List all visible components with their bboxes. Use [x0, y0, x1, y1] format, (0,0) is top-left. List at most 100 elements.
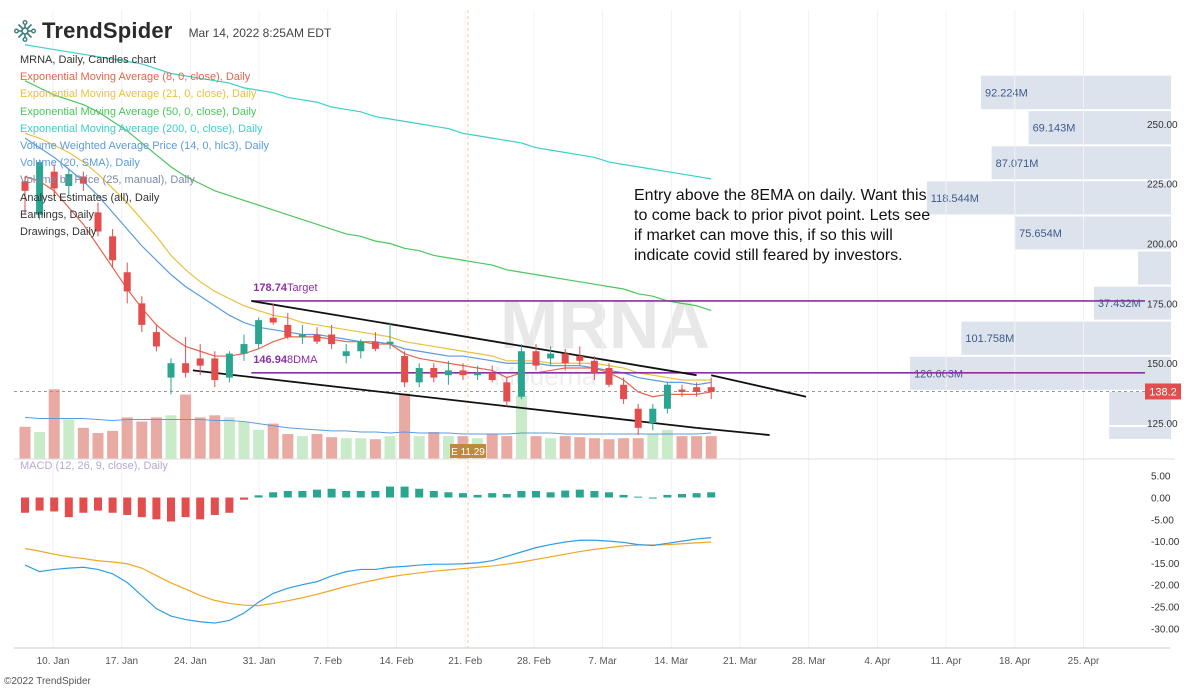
macd-histogram-bar [517, 490, 526, 498]
legend-item[interactable]: Volume (20, SMA), Daily [20, 157, 140, 170]
legend-item[interactable]: Exponential Moving Average (50, 0, close… [20, 105, 257, 118]
volume-bars [19, 389, 717, 459]
candle-body [459, 370, 467, 376]
candle-body [240, 344, 248, 354]
date-tick-label: 14. Feb [380, 656, 414, 667]
macd-histogram-bar [50, 497, 59, 512]
ema-200-line [24, 44, 712, 180]
macd-histogram-bar [283, 490, 292, 498]
price-tick-label: 175.00 [1147, 299, 1178, 310]
volume-bar [92, 433, 104, 459]
volume-bar [121, 417, 133, 459]
date-tick-label: 21. Mar [723, 656, 758, 667]
volume-by-price-label: 118.544M [931, 193, 979, 205]
volume-bar [618, 438, 630, 459]
volume-bar [413, 436, 425, 459]
volume-bar [150, 417, 162, 459]
candle-body [576, 356, 584, 361]
candle-body [284, 324, 292, 337]
candle-body [357, 341, 365, 352]
volume-by-price-label: 37.432M [1098, 298, 1141, 310]
volume-bar [486, 434, 498, 459]
date-tick-label: 4. Apr [864, 656, 891, 667]
candle-body [225, 353, 233, 378]
macd-histogram-bar [473, 494, 482, 498]
legend-item[interactable]: MRNA, Daily, Candles chart [20, 54, 157, 66]
legend-item[interactable]: Volume by Price (25, manual), Daily [20, 174, 195, 187]
grid-lines [52, 10, 1084, 648]
macd-histogram-bar [590, 490, 599, 498]
candle-body [707, 387, 715, 392]
candle-body [182, 363, 190, 373]
macd-histogram-bar [21, 497, 29, 513]
legend-item[interactable]: Exponential Moving Average (21, 0, close… [20, 88, 257, 101]
legend-item[interactable]: Analyst Estimates (all), Daily [20, 191, 160, 204]
last-price-tag [1145, 383, 1181, 400]
volume-bar [340, 438, 352, 459]
macd-histogram-bar [546, 492, 555, 498]
price-tick-label: 150.00 [1147, 359, 1178, 370]
volume-bar [355, 438, 367, 459]
volume-bar [107, 430, 119, 459]
candle-body [678, 389, 686, 392]
date-tick-label: 25. Apr [1068, 656, 1100, 667]
volume-bar [223, 417, 235, 459]
macd-histogram-bar [356, 490, 365, 498]
volume-by-price-bar [1109, 426, 1171, 439]
date-tick-label: 18. Apr [999, 656, 1031, 667]
candle-body [123, 272, 131, 292]
date-tick-label: 31. Jan [243, 656, 276, 667]
volume-bar [545, 438, 557, 459]
candle-body [21, 181, 29, 191]
candle-body [503, 382, 511, 402]
trendline-drawings[interactable]: 178.74Target 146.948DMA E 11.29 [14, 10, 1145, 648]
indicator-legend: MRNA, Daily, Candles chart Exponential Mo… [20, 52, 269, 241]
macd-histogram-bar [400, 486, 409, 498]
macd-histogram-bar [648, 497, 657, 499]
level-label: 178.74Target [253, 282, 317, 294]
legend-item[interactable]: Drawings, Daily [20, 226, 97, 239]
brand-name: TrendSpider [42, 18, 173, 43]
macd-histogram-bar [386, 486, 394, 498]
macd-tick-label: -15.00 [1151, 559, 1180, 570]
volume-by-price-bar [1028, 111, 1171, 145]
date-tick-label: 17. Jan [105, 656, 138, 667]
candle-body [547, 353, 555, 359]
date-tick-label: 11. Apr [931, 656, 963, 667]
legend-item[interactable]: Volume Weighted Average Price (14, 0, hl… [20, 140, 270, 153]
volume-by-price-label: 92.224M [985, 87, 1028, 99]
legend-item[interactable]: Earnings, Daily [20, 208, 94, 221]
volume-bar [296, 436, 308, 459]
ema-50-line [24, 80, 712, 312]
candle-body [663, 384, 671, 409]
chart-annotation-note: Entry above the 8EMA on daily. Want this… [634, 187, 931, 264]
macd-histogram-bar [444, 492, 453, 498]
price-tick-label: 125.00 [1147, 419, 1178, 430]
volume-bar [267, 423, 279, 459]
candlestick-series[interactable] [21, 159, 715, 436]
volume-bar [326, 437, 338, 459]
candle-body [94, 212, 102, 232]
macd-histogram-bar [35, 497, 44, 511]
macd-histogram-bar [663, 494, 672, 498]
volume-bar [48, 389, 60, 459]
volume-bar [282, 434, 294, 459]
candle-body [444, 370, 452, 376]
volume-bar [676, 436, 688, 459]
earnings-badge [450, 444, 486, 458]
watermark-symbol: MRNA [500, 285, 710, 363]
date-axis: 10. Jan 17. Jan 24. Jan 31. Jan 7. Feb 14. Fe… [14, 647, 1170, 667]
macd-histogram-bar [415, 488, 424, 498]
macd-panel: 5.00 0.00 -5.00 -10.00 -15.00 -20.00 -25.00 -30… [14, 458, 1180, 635]
legend-item[interactable]: Exponential Moving Average (200, 0, clos… [20, 122, 263, 135]
date-tick-label: 24. Jan [174, 656, 207, 667]
macd-histogram-bar [196, 497, 205, 520]
volume-bar [574, 437, 586, 459]
legend-item[interactable]: Exponential Moving Average (8, 0, close)… [20, 71, 251, 84]
volume-bar [442, 436, 454, 459]
volume-by-price-label: 101.758M [965, 333, 1014, 345]
candle-body [649, 408, 657, 424]
volume-bar [384, 436, 396, 459]
channel-trendline [696, 426, 770, 436]
